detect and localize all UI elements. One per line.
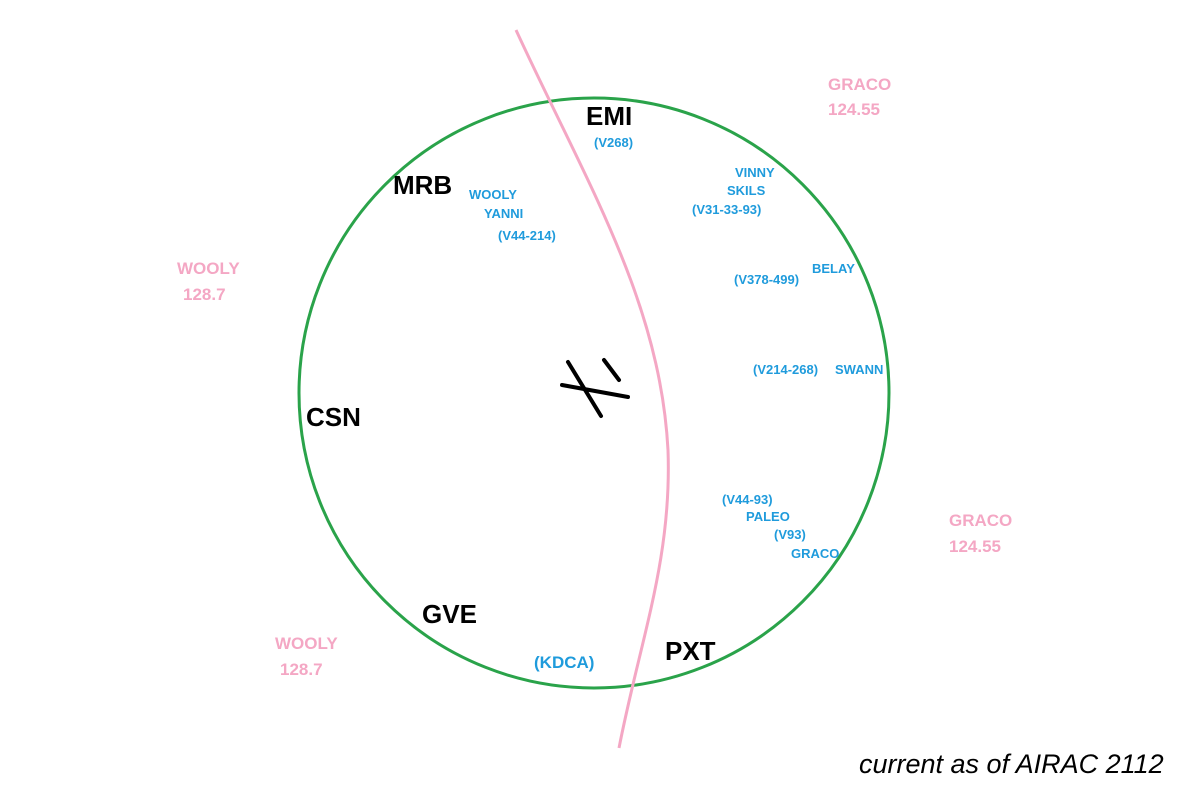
airway-v93-label: (V93): [774, 527, 806, 542]
sector-graco-right-freq: 124.55: [949, 537, 1001, 556]
sector-wooly-bottom-freq: 128.7: [280, 660, 323, 679]
navaid-csn: CSN: [306, 402, 361, 432]
sector-boundary-line: [514, 29, 670, 749]
fix-belay: BELAY: [812, 261, 855, 276]
fix-vinny: VINNY: [735, 165, 775, 180]
airport-runway-icon: [560, 358, 630, 418]
sector-graco-top-name: GRACO: [828, 75, 891, 94]
airway-v44-214-label: (V44-214): [498, 228, 556, 243]
sector-wooly-left-freq: 128.7: [183, 285, 226, 304]
airspace-ring: [297, 96, 891, 690]
sector-wooly-left-name: WOOLY: [177, 259, 240, 278]
fix-yanni: YANNI: [484, 206, 523, 221]
airway-v268-label: (V268): [594, 135, 633, 150]
airway-v44-93-label: (V44-93): [722, 492, 773, 507]
fix-paleo: PALEO: [746, 509, 790, 524]
fix-swann: SWANN: [835, 362, 883, 377]
sector-graco-right-name: GRACO: [949, 511, 1012, 530]
navaid-mrb: MRB: [393, 170, 452, 200]
fix-graco: GRACO: [791, 546, 839, 561]
airway-v214-268-label: (V214-268): [753, 362, 818, 377]
fix-skils: SKILS: [727, 183, 766, 198]
navaid-emi: EMI: [586, 101, 632, 131]
airway-v31-33-93-label: (V31-33-93): [692, 202, 761, 217]
fix-wooly: WOOLY: [469, 187, 517, 202]
navaid-gve: GVE: [422, 599, 477, 629]
sector-graco-top-freq: 124.55: [828, 100, 880, 119]
airport-kdca-label: (KDCA): [534, 653, 594, 672]
airway-v378-499-label: (V378-499): [734, 272, 799, 287]
sector-wooly-bottom-name: WOOLY: [275, 634, 338, 653]
airac-footnote: current as of AIRAC 2112: [859, 749, 1164, 779]
navaid-pxt: PXT: [665, 636, 716, 666]
